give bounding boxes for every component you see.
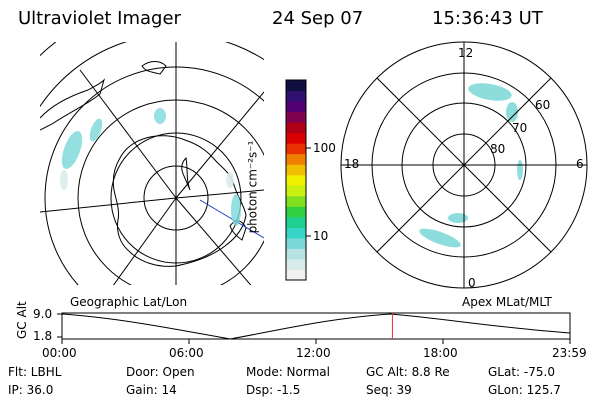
- meridian-line: [112, 197, 177, 285]
- colorbar-segment: [286, 122, 306, 134]
- colorbar-segment: [286, 258, 306, 270]
- timeline-xtick: 23:59: [552, 346, 587, 360]
- mlat-label-70: 70: [512, 121, 528, 135]
- colorbar-segment: [286, 248, 306, 260]
- date-label: 24 Sep 07: [272, 8, 364, 29]
- colorbar-segment: [286, 164, 306, 176]
- status-seq: Seq: 39: [366, 383, 412, 397]
- status-flt: Flt: LBHL: [8, 365, 62, 379]
- timeline-ytick-top: 9.0: [33, 307, 53, 321]
- colorbar-segment: [286, 227, 306, 239]
- mlat-label-60: 60: [535, 98, 551, 112]
- mlt-label-12: 12: [458, 46, 474, 60]
- mlt-label-18: 18: [344, 157, 360, 171]
- timeline-ylabel: GC Alt: [15, 301, 29, 339]
- timeline-plot: [57, 312, 571, 344]
- geographic-map-label: Geographic Lat/Lon: [70, 295, 188, 309]
- colorbar-segment: [286, 216, 306, 228]
- timeline-xtick: 00:00: [42, 346, 77, 360]
- status-mode: Mode: Normal: [246, 365, 330, 379]
- altitude-curve: [61, 313, 571, 340]
- status-door: Door: Open: [126, 365, 195, 379]
- status-glat: GLat: -75.0: [488, 365, 555, 379]
- colorbar-segment: [286, 132, 306, 144]
- mlat-label-80: 80: [490, 142, 506, 156]
- mlt-label-6: 6: [576, 157, 584, 171]
- colorbar-segment: [286, 111, 306, 123]
- aurora-emission: [419, 83, 523, 248]
- timeline-ytick-bottom: 1.8: [33, 329, 53, 343]
- color-bar: [286, 80, 306, 281]
- peninsula-coastline: [181, 156, 191, 191]
- timeline-xtick: 18:00: [423, 346, 458, 360]
- colorbar-segment: [286, 185, 306, 197]
- status-glon: GLon: 125.7: [488, 383, 561, 397]
- colorbar-tick-10: 10: [313, 229, 329, 243]
- timeline-xtick: 06:00: [169, 346, 204, 360]
- colorbar-segment: [286, 143, 306, 155]
- colorbar-segment: [286, 80, 306, 92]
- landmass-coastline: [40, 78, 106, 131]
- landmass-coastline: [141, 61, 167, 75]
- meridian-line: [40, 197, 177, 213]
- colorbar-segment: [286, 237, 306, 249]
- mlt-label-0: 0: [468, 276, 476, 290]
- magnetic-map-label: Apex MLat/MLT: [462, 295, 552, 309]
- mlt-line: [376, 77, 552, 253]
- meridian-line: [175, 189, 264, 199]
- status-ip: IP: 36.0: [8, 383, 54, 397]
- colorbar-segment: [286, 269, 306, 281]
- meridian-line: [175, 197, 252, 285]
- status-gc-alt: GC Alt: 8.8 Re: [366, 365, 450, 379]
- colorbar-segment: [286, 174, 306, 186]
- colorbar-tick-100: 100: [313, 141, 336, 155]
- colorbar-segment: [286, 101, 306, 113]
- colorbar-segment: [286, 90, 306, 102]
- aurora-emission: [61, 108, 241, 226]
- meridian-line: [175, 91, 264, 199]
- meridian-line: [79, 69, 177, 199]
- instrument-title: Ultraviolet Imager: [18, 8, 181, 29]
- status-gain: Gain: 14: [126, 383, 177, 397]
- lat-circle: [40, 42, 57, 57]
- colorbar-segment: [286, 153, 306, 165]
- antarctica-coastline: [112, 135, 247, 267]
- status-dsp: Dsp: -1.5: [246, 383, 301, 397]
- geographic-map: [40, 42, 264, 285]
- timeline-xtick: 12:00: [296, 346, 331, 360]
- time-label: 15:36:43 UT: [432, 8, 543, 29]
- colorbar-segment: [286, 206, 306, 218]
- colorbar-unit-label: photon cm⁻²s⁻¹: [245, 140, 260, 234]
- magnetic-map: [340, 41, 588, 289]
- colorbar-segment: [286, 195, 306, 207]
